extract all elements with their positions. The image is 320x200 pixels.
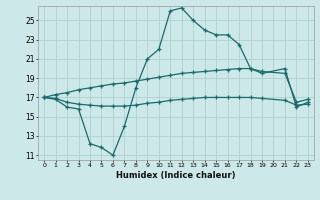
X-axis label: Humidex (Indice chaleur): Humidex (Indice chaleur) [116,171,236,180]
